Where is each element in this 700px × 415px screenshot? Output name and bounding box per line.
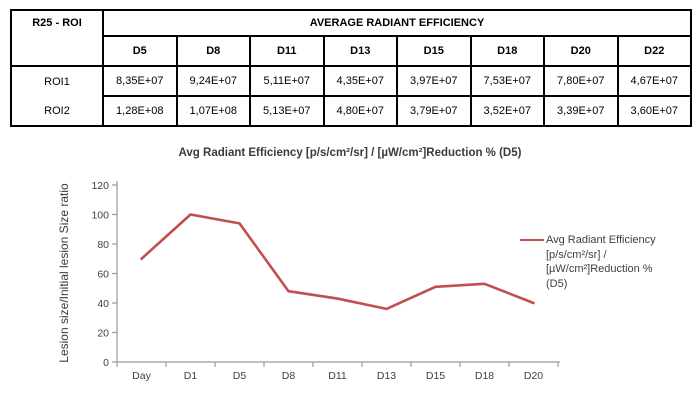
table-cell: 3,52E+07	[469, 95, 545, 127]
table-cell: 4,80E+07	[322, 95, 398, 127]
table-row: R25 - ROI AVERAGE RADIANT EFFICIENCY	[10, 9, 692, 67]
table-cell: 3,39E+07	[543, 95, 619, 127]
table-row: ROI2 1,28E+08 1,07E+08 5,13E+07 4,80E+07…	[10, 95, 692, 127]
x-tick-label: D5	[233, 370, 247, 382]
column-header: D5	[102, 35, 178, 67]
x-tick-label: D20	[524, 370, 543, 382]
legend-line-sample-icon	[520, 239, 544, 241]
column-header: D15	[396, 35, 472, 67]
column-header: D20	[543, 35, 619, 67]
roi-table: R25 - ROI AVERAGE RADIANT EFFICIENCY D5 …	[10, 9, 692, 127]
legend-label-line: (D5)	[546, 277, 568, 290]
column-header: D18	[469, 35, 545, 67]
y-axis-title: Lesion size/Initial lesion Size ratio	[57, 183, 71, 363]
column-header: D8	[175, 35, 251, 67]
table-cell: 4,67E+07	[616, 65, 692, 97]
y-tick-label: 100	[91, 209, 109, 221]
x-tick-label: D13	[377, 370, 396, 382]
row-label: ROI2	[10, 96, 104, 127]
table-cell: 9,24E+07	[175, 65, 251, 97]
table-cell: 7,53E+07	[469, 65, 545, 97]
chart-legend: Avg Radiant Efficiency [p/s/cm²/sr] / [µ…	[520, 233, 656, 291]
y-tick-label: 60	[97, 268, 109, 280]
legend-label-line: Avg Radiant Efficiency	[546, 234, 656, 246]
table-cell: 3,60E+07	[616, 95, 692, 127]
table-cell: 1,28E+08	[102, 95, 178, 127]
legend-label-line: [µW/cm²]Reduction %	[546, 263, 653, 276]
y-tick-label: 0	[103, 357, 109, 369]
table-cell: 8,35E+07	[102, 65, 178, 97]
column-header: D22	[616, 35, 692, 67]
y-tick-label: 120	[91, 180, 109, 192]
x-tick-label: Day	[132, 370, 151, 382]
table-main-header: AVERAGE RADIANT EFFICIENCY	[102, 9, 692, 37]
column-header: D13	[322, 35, 398, 67]
table-cell: 3,97E+07	[396, 65, 472, 97]
legend-label: Avg Radiant Efficiency [p/s/cm²/sr] / [µ…	[546, 233, 656, 291]
chart-title: Avg Radiant Efficiency [p/s/cm²/sr] / [µ…	[178, 147, 522, 159]
legend-label-line: [p/s/cm²/sr] /	[546, 248, 607, 261]
column-header: D11	[249, 35, 325, 67]
y-tick-label: 40	[97, 298, 109, 310]
table-cell: 4,35E+07	[322, 65, 398, 97]
table-cell: 5,13E+07	[249, 95, 325, 127]
x-tick-label: D18	[475, 370, 494, 382]
y-tick-label: 20	[97, 327, 109, 339]
x-tick-label: D15	[426, 370, 445, 382]
x-tick-label: D1	[184, 370, 198, 382]
table-cell: 7,80E+07	[543, 65, 619, 97]
x-tick-label: D11	[328, 370, 347, 382]
table-row: D5 D8 D11 D13 D15 D18 D20 D22	[11, 35, 692, 67]
y-tick-label: 80	[97, 239, 109, 251]
data-series-line	[140, 213, 535, 311]
table-cell: 1,07E+08	[175, 95, 251, 127]
table-row: ROI1 8,35E+07 9,24E+07 5,11E+07 4,35E+07…	[10, 65, 692, 97]
table-corner-cell: R25 - ROI	[10, 9, 104, 67]
table-cell: 5,11E+07	[249, 65, 325, 97]
x-tick-label: D8	[282, 370, 296, 382]
table-cell: 3,79E+07	[396, 95, 472, 127]
row-label: ROI1	[10, 65, 104, 96]
